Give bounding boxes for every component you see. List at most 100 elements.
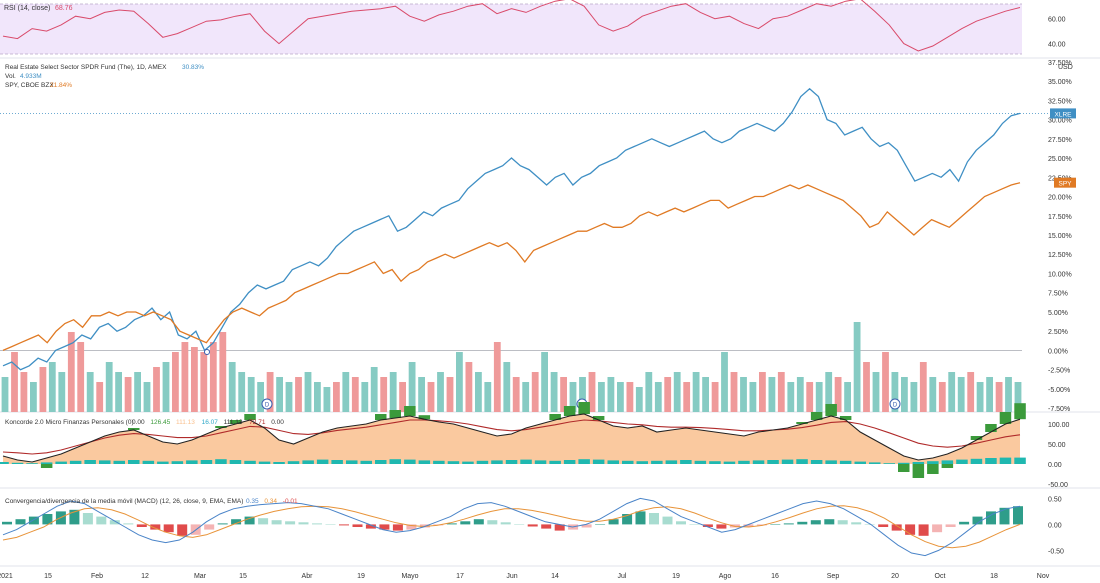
volume-bar — [863, 362, 870, 412]
volume-bar — [948, 372, 956, 412]
dividend-marker-label: D — [265, 403, 270, 409]
xlre-line — [2, 87, 1021, 371]
macd-histogram-bar — [244, 516, 255, 525]
volume-bar — [919, 362, 927, 412]
macd-histogram-bar — [217, 523, 228, 525]
macd-tick-label: 0.00 — [1048, 522, 1062, 529]
volume-bar — [787, 382, 795, 412]
dividend-marker — [889, 398, 901, 410]
volume-bar — [67, 332, 75, 412]
koncorde-black-line — [2, 413, 1021, 463]
volume-bar — [115, 372, 122, 412]
volume-bar — [957, 377, 965, 412]
volume-bar — [124, 377, 132, 412]
volume-bar — [844, 382, 851, 412]
macd-histogram-bar — [541, 524, 552, 529]
time-axis: 2021 15 Feb 12 Mar 15 Abr 19 Mayo 17 Jun 14 Jul 19 Ago… — [0, 573, 1050, 580]
rsi-band — [0, 4, 1022, 54]
koncorde-teal-bar — [738, 460, 750, 464]
macd-histogram-bar — [1013, 506, 1023, 525]
koncorde-legend-value: 111.13 — [176, 419, 195, 426]
volume-bar — [759, 372, 766, 412]
koncorde-teal-bar — [796, 459, 808, 464]
macd-histogram-bar — [123, 523, 134, 525]
koncorde-green-bar — [404, 406, 416, 416]
rsi-line — [2, 0, 1021, 52]
volume-bar — [901, 377, 908, 412]
time-axis-label: 18 — [990, 573, 998, 580]
rsi-legend-value: 68.76 — [55, 5, 73, 12]
time-axis-label: Jul — [618, 573, 627, 580]
time-axis-label: 16 — [771, 573, 779, 580]
macd-histogram-bar — [271, 520, 282, 525]
main-tick-label: 15.00% — [1048, 233, 1072, 240]
koncorde-teal-bar — [622, 460, 634, 464]
volume-bar — [456, 352, 463, 412]
macd-histogram-bar — [797, 521, 808, 525]
koncorde-teal-bar — [84, 460, 96, 464]
macd-histogram-bar — [15, 519, 26, 525]
koncorde-teal-bar — [316, 459, 329, 464]
koncorde-teal-bar — [767, 460, 779, 464]
macd-histogram-bar — [864, 524, 875, 525]
macd-histogram-bar — [905, 524, 916, 535]
volume-bar — [493, 342, 501, 412]
macd-histogram-bar — [581, 524, 592, 528]
volume-bar — [986, 377, 993, 412]
volume-bar — [512, 377, 520, 412]
koncorde-green-bars — [40, 402, 1026, 478]
koncorde-green-bar — [970, 436, 983, 440]
volume-bar — [645, 372, 653, 412]
volume-bar — [219, 332, 227, 412]
time-axis-label: 19 — [672, 573, 680, 580]
macd-histogram-bar — [851, 522, 862, 525]
koncorde-green-bar — [549, 414, 561, 420]
time-axis-label: 19 — [357, 573, 365, 580]
volume-bar — [399, 382, 406, 412]
macd-histogram-bar — [2, 521, 12, 525]
koncorde-teal-bar — [244, 460, 256, 464]
koncorde-teal-bar — [520, 459, 532, 464]
volume-bar — [333, 382, 340, 412]
volume-bar — [465, 362, 473, 412]
koncorde-green-bar — [229, 420, 242, 424]
volume-bar — [153, 367, 160, 412]
dividend-marker — [261, 398, 273, 410]
volume-bar — [749, 382, 757, 412]
macd-histogram-bar — [204, 524, 215, 530]
volume-bar — [427, 382, 435, 412]
volume-bar — [531, 372, 539, 412]
main-tick-label: -7.50% — [1048, 406, 1070, 413]
volume-bar — [370, 367, 378, 412]
koncorde-green-bar — [796, 422, 808, 424]
koncorde-green-bar — [389, 410, 401, 418]
koncorde-green-bar — [941, 464, 954, 468]
koncorde-tick-label: -50.00 — [1048, 482, 1068, 489]
volume-bar — [740, 377, 747, 412]
macd-histogram-bar — [109, 520, 120, 525]
koncorde-teal-bar — [200, 460, 213, 464]
volume-bar — [891, 372, 899, 412]
volume-bar — [1, 377, 9, 412]
volume-bar — [209, 342, 217, 412]
volume-bar — [560, 377, 567, 412]
koncorde-teal-bar — [563, 460, 576, 464]
koncorde-green-bar — [563, 406, 576, 416]
koncorde-teal-bar — [491, 460, 503, 464]
macd-histogram-bar — [770, 524, 781, 525]
koncorde-teal-bar — [839, 460, 852, 464]
volume-bar — [683, 382, 691, 412]
koncorde-teal-bar — [534, 460, 547, 464]
macd-histogram-bar — [406, 524, 417, 530]
macd-histogram-bar — [716, 524, 727, 529]
koncorde-teal-bar — [869, 462, 881, 464]
koncorde-teal-bar — [607, 460, 619, 464]
main-tick-label: -5.00% — [1048, 387, 1070, 394]
volume-bar — [285, 382, 293, 412]
volume-bar — [654, 382, 662, 412]
koncorde-green-bar — [985, 424, 997, 432]
volume-bar — [191, 347, 198, 412]
macd-histogram-bar — [891, 524, 902, 531]
koncorde-teal-bar — [592, 459, 605, 464]
